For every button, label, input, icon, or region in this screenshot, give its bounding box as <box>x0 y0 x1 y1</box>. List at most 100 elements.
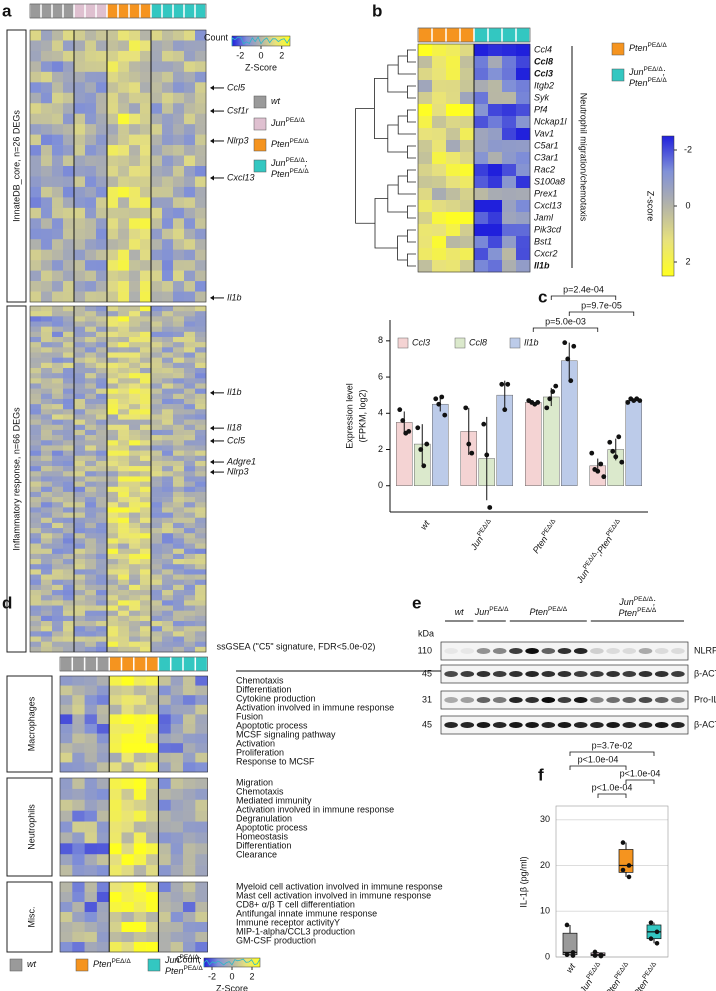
heatmap-cell <box>184 352 196 358</box>
heatmap-cell <box>85 476 97 482</box>
heatmap-cell <box>184 435 196 441</box>
heatmap-cell <box>107 134 119 146</box>
heatmap-cell <box>195 600 207 606</box>
heatmap-cell <box>63 71 75 83</box>
p-value: p=5.0e-03 <box>545 316 586 326</box>
heatmap-cell <box>96 497 108 503</box>
heatmap-cell <box>140 404 152 410</box>
dendrogram-branch <box>387 184 408 213</box>
heatmap-cell <box>107 569 119 575</box>
heatmap-cell <box>162 429 174 436</box>
heatmap-cell <box>183 752 196 763</box>
heatmap-cell <box>74 626 86 632</box>
heatmap-cell <box>74 357 86 364</box>
heatmap-cell <box>72 832 85 844</box>
significance-bracket <box>568 311 635 316</box>
heatmap-cell <box>107 281 119 292</box>
heatmap-cell <box>60 810 73 822</box>
heatmap-cell <box>85 347 97 353</box>
sample-header <box>97 656 109 672</box>
sample-header <box>52 3 63 19</box>
heatmap-cell <box>129 207 141 219</box>
heatmap-cell <box>162 543 174 550</box>
heatmap-cell <box>30 40 42 52</box>
heatmap-cell <box>41 497 53 503</box>
heatmap-cell <box>60 932 73 943</box>
heatmap-cell <box>118 429 130 436</box>
heatmap-cell <box>129 605 141 611</box>
heatmap-cell <box>118 373 130 379</box>
heatmap-cell <box>162 590 174 596</box>
colorbar-title: Count <box>176 954 201 964</box>
heatmap-cell <box>52 584 64 591</box>
heatmap-cell <box>96 321 108 327</box>
heatmap-cell <box>72 695 85 706</box>
heatmap-cell <box>173 486 185 493</box>
heatmap-cell <box>151 450 163 457</box>
process-label: Neutrophil migration/chemotaxis <box>579 93 589 222</box>
heatmap-cell <box>173 507 185 513</box>
heatmap-cell <box>184 207 196 219</box>
heatmap-cell <box>107 584 119 591</box>
heatmap-cell <box>41 378 53 384</box>
heatmap-cell <box>140 574 152 581</box>
heatmap-cell <box>173 197 185 209</box>
heatmap-cell <box>63 615 75 622</box>
heatmap-cell <box>129 218 141 230</box>
heatmap-cell <box>129 166 141 177</box>
heatmap-cell <box>52 497 64 503</box>
heatmap-cell <box>158 704 171 715</box>
heatmap-cell <box>74 455 86 462</box>
heatmap-cell <box>118 155 130 167</box>
heatmap-cell <box>133 695 147 706</box>
heatmap-cell <box>184 228 196 240</box>
heatmap-cell <box>140 636 152 642</box>
heatmap-cell <box>72 704 85 715</box>
heatmap-cell <box>63 564 75 570</box>
heatmap-cell <box>52 228 64 240</box>
heatmap-cell <box>170 832 184 844</box>
heatmap-cell <box>146 922 159 933</box>
heatmap-cell <box>96 626 108 632</box>
heatmap-cell <box>140 538 152 544</box>
label-part: PEΔ/Δ <box>641 961 658 981</box>
heatmap-cell <box>129 615 141 622</box>
heatmap-cell <box>173 103 185 114</box>
data-point <box>439 394 445 400</box>
heatmap-cell <box>184 291 196 303</box>
blot-band <box>622 671 637 677</box>
heatmap-cell <box>184 595 196 601</box>
heatmap-cell <box>173 176 185 188</box>
heatmap-cell <box>474 248 489 261</box>
term-label: CD8+ α/β T cell differentiation <box>236 899 355 909</box>
heatmap-cell <box>85 522 97 529</box>
heatmap-cell <box>162 440 174 446</box>
heatmap-cell <box>173 388 185 395</box>
heatmap-cell <box>30 82 42 94</box>
heatmap-cell <box>30 595 42 601</box>
gene-label: Ccl5 <box>227 82 246 92</box>
heatmap-cell <box>184 543 196 550</box>
heatmap-cell <box>74 342 86 348</box>
header-border <box>417 27 531 43</box>
heatmap-cell <box>96 695 110 706</box>
heatmap-cell <box>96 733 110 744</box>
heatmap-cell <box>96 762 110 773</box>
heatmap-cell <box>184 326 196 333</box>
data-point <box>626 863 632 868</box>
heatmap-cell <box>418 116 433 129</box>
heatmap-cell <box>184 260 196 271</box>
heatmap-cell <box>184 559 196 565</box>
heatmap-cell <box>129 445 141 451</box>
heatmap-cell <box>118 631 130 637</box>
heatmap-cell <box>96 466 108 472</box>
heatmap-cell <box>184 564 196 570</box>
gene-label: Cxcr2 <box>534 248 558 258</box>
heatmap-cell <box>170 743 184 754</box>
heatmap-cell <box>107 559 119 565</box>
heatmap-cell <box>173 30 185 41</box>
heatmap-cell <box>41 316 53 322</box>
heatmap-cell <box>151 239 163 250</box>
heatmap-cell <box>129 82 141 94</box>
heatmap-cell <box>63 641 75 648</box>
